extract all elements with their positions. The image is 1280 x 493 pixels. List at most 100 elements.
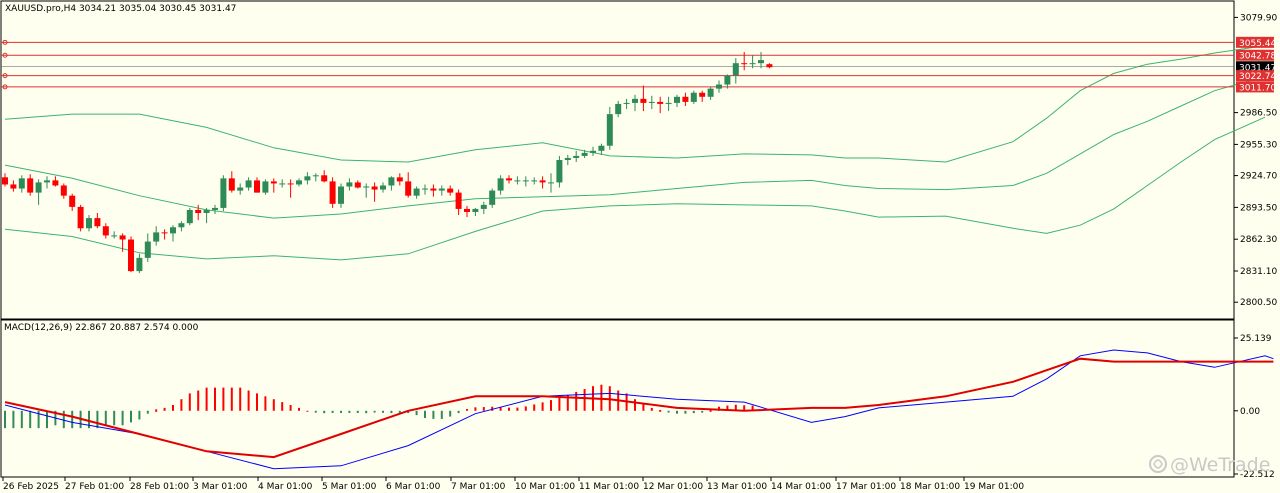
bollinger-bands bbox=[4, 45, 1266, 261]
macd-line bbox=[4, 349, 1274, 470]
candle-body bbox=[69, 195, 76, 207]
level-label: 3011.70 bbox=[1239, 83, 1276, 93]
candle-body bbox=[170, 227, 176, 234]
candle-body bbox=[674, 96, 680, 103]
candle-body bbox=[716, 84, 722, 89]
candle-body bbox=[312, 175, 319, 177]
candle-body bbox=[648, 101, 655, 103]
candle-body bbox=[707, 88, 714, 97]
candle-body bbox=[766, 64, 773, 68]
time-axis: 26 Feb 2025 27 Feb 01:00 28 Feb 01:00 3 Mar… bbox=[2, 477, 1024, 492]
candle-body bbox=[396, 177, 403, 182]
candle-body bbox=[245, 180, 252, 188]
candle-body bbox=[732, 63, 739, 76]
time-tick-label: 13 Mar 01:00 bbox=[707, 482, 767, 492]
time-tick-label: 10 Mar 01:00 bbox=[515, 482, 575, 492]
price-tick-label: 3079.90 bbox=[1240, 13, 1277, 23]
candle-body bbox=[136, 257, 143, 272]
candle-body bbox=[556, 160, 563, 183]
candle-body bbox=[338, 186, 344, 204]
wetrade-logo-icon bbox=[1149, 455, 1167, 473]
candle-body bbox=[455, 192, 462, 209]
candle-body bbox=[27, 178, 34, 193]
price-tick-label: 2955.30 bbox=[1240, 140, 1277, 150]
macd-panel[interactable] bbox=[0, 319, 1235, 478]
level-handle bbox=[2, 52, 8, 58]
macd-histogram bbox=[4, 384, 754, 429]
level-tag bbox=[1236, 49, 1274, 61]
level-label: 3042.78 bbox=[1239, 52, 1276, 62]
candle-body bbox=[44, 180, 50, 183]
candle-body bbox=[262, 181, 269, 193]
level-tag bbox=[1236, 70, 1274, 82]
price-tick-label: 2986.50 bbox=[1240, 109, 1277, 119]
candle-body bbox=[161, 232, 168, 234]
price-tick-label: 2862.30 bbox=[1240, 235, 1277, 245]
price-tick-label: 2924.70 bbox=[1240, 172, 1277, 182]
time-tick-label: 4 Mar 01:00 bbox=[258, 482, 313, 492]
price-tick-label: 2800.50 bbox=[1240, 298, 1277, 308]
candle-body bbox=[287, 183, 294, 185]
candle-body bbox=[623, 102, 630, 104]
candle-body bbox=[354, 182, 361, 188]
time-tick-label: 27 Feb 01:00 bbox=[65, 482, 124, 492]
candle-body bbox=[186, 209, 193, 224]
candle-body bbox=[690, 92, 697, 102]
candle-body bbox=[497, 178, 504, 191]
candle-body bbox=[413, 188, 420, 196]
level-label: 3055.44 bbox=[1239, 39, 1276, 49]
candle-body bbox=[590, 150, 596, 153]
candle-body bbox=[438, 188, 445, 191]
candle-body bbox=[60, 185, 67, 196]
candle-body bbox=[657, 101, 664, 104]
time-tick-label: 26 Feb 2025 bbox=[3, 482, 59, 492]
price-panel[interactable] bbox=[0, 0, 1235, 320]
candle-body bbox=[615, 103, 622, 115]
candle-body bbox=[86, 218, 92, 229]
candle-body bbox=[489, 190, 496, 205]
watermark-text: @WeTrade bbox=[1170, 454, 1270, 476]
time-tick-label: 18 Mar 01:00 bbox=[900, 482, 960, 492]
candle-body bbox=[178, 223, 185, 228]
time-tick-label: 6 Mar 01:00 bbox=[386, 482, 441, 492]
candle-body bbox=[371, 186, 378, 190]
candle-body bbox=[296, 180, 302, 185]
candle-body bbox=[2, 177, 8, 185]
current-price-tag bbox=[1236, 61, 1274, 73]
candle-body bbox=[548, 182, 554, 184]
candle-body bbox=[514, 180, 521, 182]
time-tick-label: 28 Feb 01:00 bbox=[130, 482, 189, 492]
candle-body bbox=[464, 208, 470, 212]
candle-body bbox=[724, 75, 731, 85]
price-tick-label: 2893.50 bbox=[1240, 203, 1277, 213]
candle-body bbox=[153, 232, 160, 242]
candle-body bbox=[52, 180, 59, 186]
candle-body bbox=[144, 241, 151, 258]
candle-body bbox=[279, 183, 286, 185]
current-price-label: 3031.47 bbox=[1239, 63, 1276, 73]
candle-body bbox=[321, 175, 328, 182]
candle-body bbox=[682, 96, 689, 102]
level-handle bbox=[2, 84, 8, 90]
candle-body bbox=[128, 239, 134, 272]
candle-body bbox=[405, 181, 412, 196]
candle-body bbox=[10, 184, 17, 189]
candle-body bbox=[346, 182, 353, 187]
macd-header: MACD(12,26,9) 22.867 20.887 2.574 0.000 bbox=[4, 323, 199, 333]
level-tag bbox=[1236, 81, 1274, 93]
candle-body bbox=[35, 182, 42, 193]
macd-tick-label: 0.00 bbox=[1240, 407, 1260, 417]
bollinger-upper bbox=[4, 45, 1266, 163]
horizontal-levels[interactable] bbox=[1, 39, 1234, 90]
symbol-header: XAUUSD.pro,H4 3034.21 3035.04 3030.45 30… bbox=[5, 4, 236, 14]
candle-body bbox=[254, 180, 260, 193]
candle-body bbox=[270, 181, 277, 184]
candle-body bbox=[422, 188, 428, 190]
candle-body bbox=[94, 218, 101, 227]
candle-body bbox=[506, 178, 512, 181]
price-tick-label: 2831.10 bbox=[1240, 267, 1277, 277]
candle-body bbox=[77, 206, 84, 229]
candle-body bbox=[195, 209, 202, 214]
time-tick-label: 14 Mar 01:00 bbox=[771, 482, 831, 492]
